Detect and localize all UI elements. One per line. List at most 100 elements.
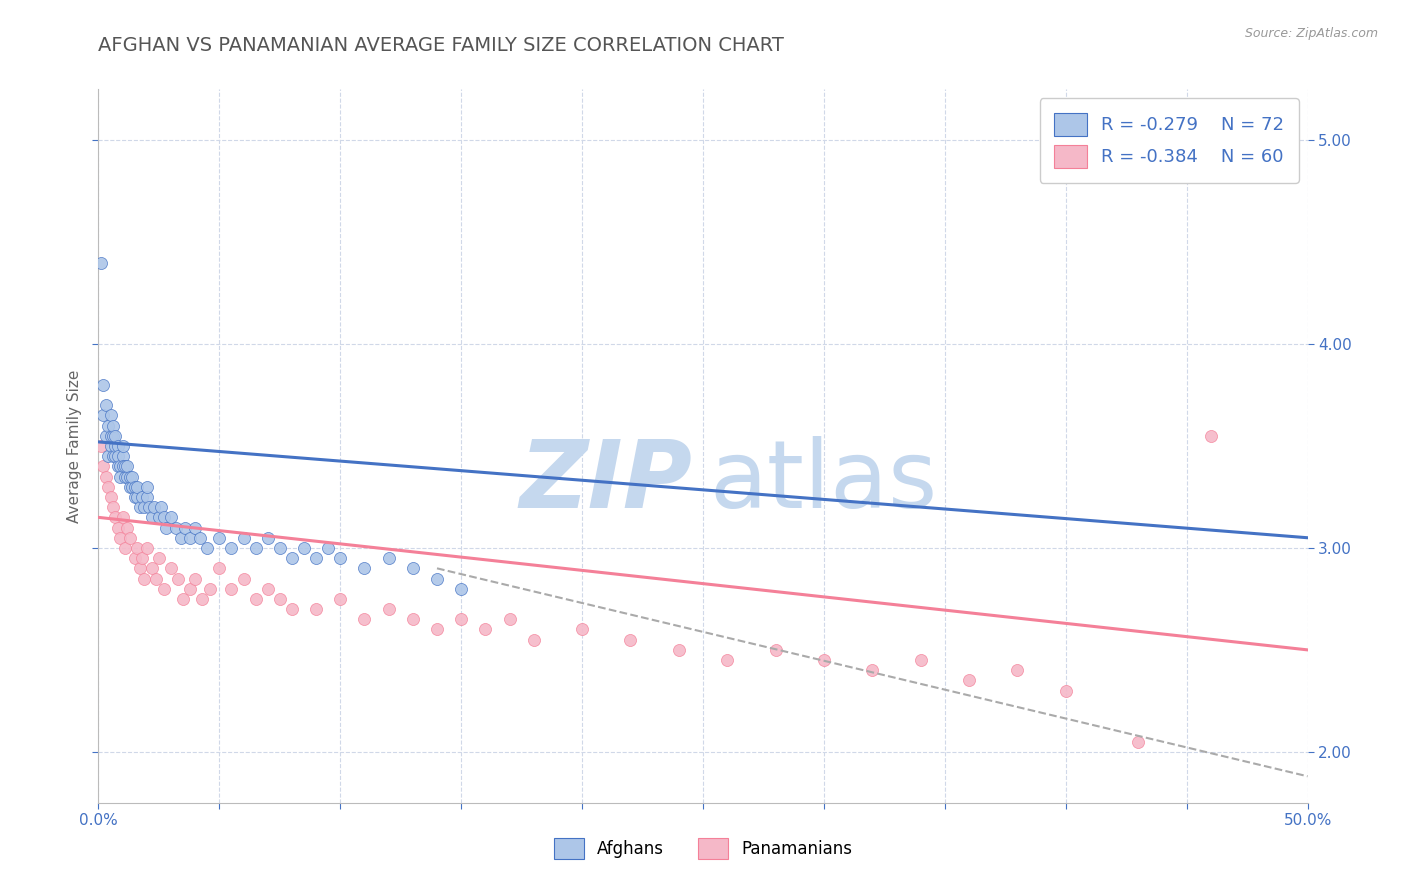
Point [111,439,134,453]
Point [305,551,328,566]
Point [668,643,690,657]
Point [269,541,291,555]
Point [245,541,267,555]
Point [1007,663,1029,677]
Point [426,572,449,586]
Point [114,459,136,474]
Point [353,561,375,575]
Point [1199,429,1222,443]
Point [152,510,174,524]
Point [111,449,134,463]
Point [94,469,117,483]
Point [100,409,122,423]
Point [100,439,122,453]
Point [101,500,124,515]
Point [188,531,211,545]
Point [450,582,472,596]
Text: Source: ZipAtlas.com: Source: ZipAtlas.com [1244,27,1378,40]
Point [124,551,146,566]
Point [118,480,141,494]
Point [208,561,231,575]
Point [104,449,127,463]
Point [101,418,124,433]
Point [765,643,787,657]
Point [138,500,160,515]
Point [305,602,328,616]
Point [167,572,190,586]
Point [117,459,139,474]
Point [232,531,254,545]
Point [1054,683,1077,698]
Point [135,490,157,504]
Point [619,632,641,647]
Point [107,520,129,534]
Point [150,500,173,515]
Point [179,582,201,596]
Point [232,572,254,586]
Point [104,429,127,443]
Point [108,531,131,545]
Point [860,663,883,677]
Point [184,520,207,534]
Point [152,582,174,596]
Text: AFGHAN VS PANAMANIAN AVERAGE FAMILY SIZE CORRELATION CHART: AFGHAN VS PANAMANIAN AVERAGE FAMILY SIZE… [98,36,785,54]
Point [100,490,122,504]
Point [124,480,146,494]
Point [121,480,143,494]
Point [498,612,520,626]
Point [131,551,153,566]
Point [127,480,149,494]
Text: atlas: atlas [710,435,938,528]
Point [571,623,593,637]
Point [957,673,980,688]
Point [128,561,150,575]
Point [90,255,112,269]
Point [94,429,117,443]
Point [117,520,139,534]
Point [813,653,835,667]
Point [281,602,304,616]
Point [172,591,194,606]
Point [131,490,153,504]
Point [117,469,139,483]
Point [114,469,136,483]
Point [104,510,127,524]
Point [329,551,352,566]
Point [107,459,129,474]
Point [169,531,191,545]
Point [97,418,120,433]
Point [426,623,449,637]
Point [90,439,112,453]
Point [127,541,149,555]
Legend: Afghans, Panamanians: Afghans, Panamanians [547,831,859,866]
Point [269,591,291,606]
Point [316,541,339,555]
Point [184,572,207,586]
Point [329,591,352,606]
Point [111,459,134,474]
Point [97,480,120,494]
Point [108,459,131,474]
Point [108,469,131,483]
Point [143,500,166,515]
Point [97,449,120,463]
Point [148,510,170,524]
Point [114,541,136,555]
Point [135,480,157,494]
Point [402,612,425,626]
Point [91,459,114,474]
Point [1128,734,1150,748]
Point [174,520,197,534]
Point [145,572,167,586]
Point [134,500,156,515]
Point [716,653,738,667]
Point [160,561,183,575]
Point [141,561,163,575]
Point [221,541,243,555]
Point [450,612,472,626]
Point [198,582,221,596]
Point [474,623,496,637]
Point [256,582,278,596]
Point [245,591,267,606]
Point [141,510,163,524]
